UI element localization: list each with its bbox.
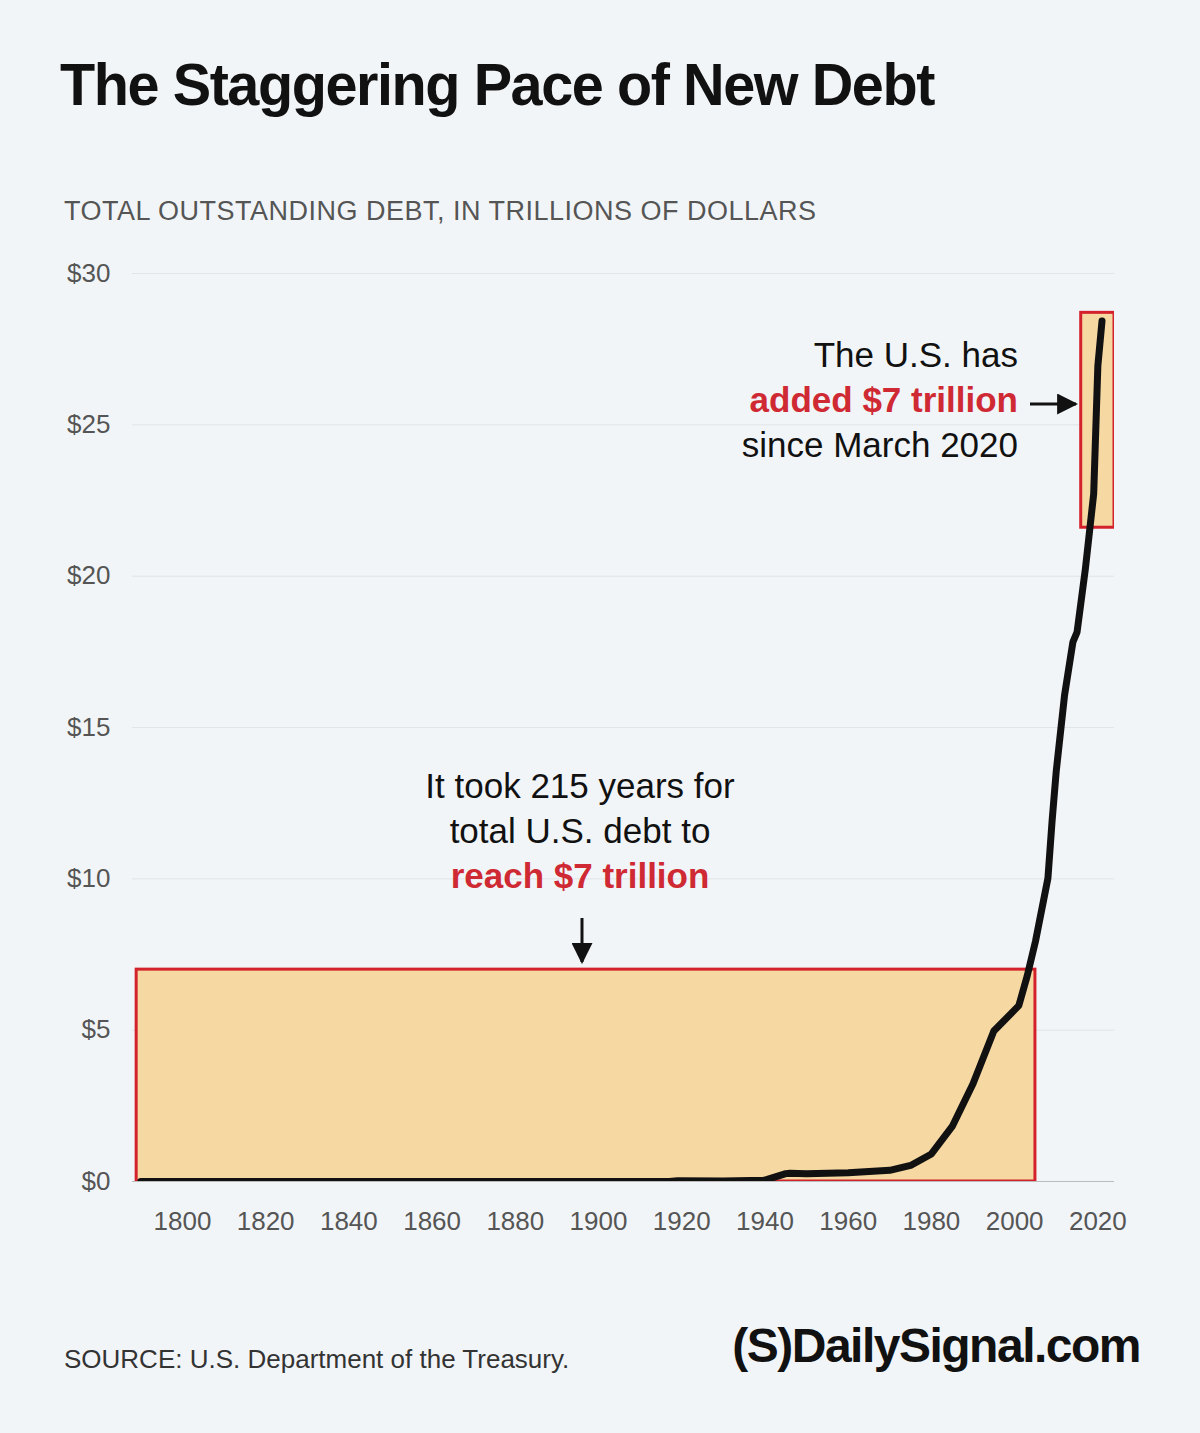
svg-text:1940: 1940 bbox=[736, 1206, 794, 1236]
svg-text:1820: 1820 bbox=[237, 1206, 295, 1236]
html-text:added $7 trillion: added $7 trillion bbox=[749, 380, 1018, 419]
svg-text:1860: 1860 bbox=[403, 1206, 461, 1236]
svg-text:$10: $10 bbox=[67, 863, 110, 893]
svg-text:1960: 1960 bbox=[819, 1206, 877, 1236]
svg-text:$25: $25 bbox=[67, 409, 110, 439]
svg-text:1920: 1920 bbox=[653, 1206, 711, 1236]
svg-text:1900: 1900 bbox=[570, 1206, 628, 1236]
html-text:(S)DailySignal.com: (S)DailySignal.com bbox=[732, 1319, 1140, 1372]
html-text:reach $7 trillion: reach $7 trillion bbox=[450, 856, 710, 895]
svg-text:$0: $0 bbox=[82, 1166, 111, 1196]
svg-text:1840: 1840 bbox=[320, 1206, 378, 1236]
svg-text:$30: $30 bbox=[67, 258, 110, 288]
html-text:SOURCE: U.S. Department of the: SOURCE: U.S. Department of the Treasury. bbox=[64, 1344, 570, 1374]
svg-text:$5: $5 bbox=[82, 1014, 111, 1044]
html-text:It took 215 years for: It took 215 years for bbox=[425, 766, 735, 805]
html-text:TOTAL OUTSTANDING DEBT, IN TRI: TOTAL OUTSTANDING DEBT, IN TRILLIONS OF … bbox=[64, 196, 817, 226]
svg-text:1980: 1980 bbox=[902, 1206, 960, 1236]
html-text:The U.S. has: The U.S. has bbox=[813, 335, 1018, 374]
html-text:since March 2020: since March 2020 bbox=[741, 425, 1018, 464]
svg-text:$15: $15 bbox=[67, 712, 110, 742]
svg-text:1880: 1880 bbox=[486, 1206, 544, 1236]
html-text:total U.S. debt to: total U.S. debt to bbox=[449, 811, 711, 850]
svg-text:2000: 2000 bbox=[986, 1206, 1044, 1236]
svg-text:$20: $20 bbox=[67, 560, 110, 590]
svg-text:2020: 2020 bbox=[1069, 1206, 1127, 1236]
svg-text:1800: 1800 bbox=[154, 1206, 212, 1236]
html-text:The Staggering Pace of New Deb: The Staggering Pace of New Debt bbox=[60, 51, 934, 118]
